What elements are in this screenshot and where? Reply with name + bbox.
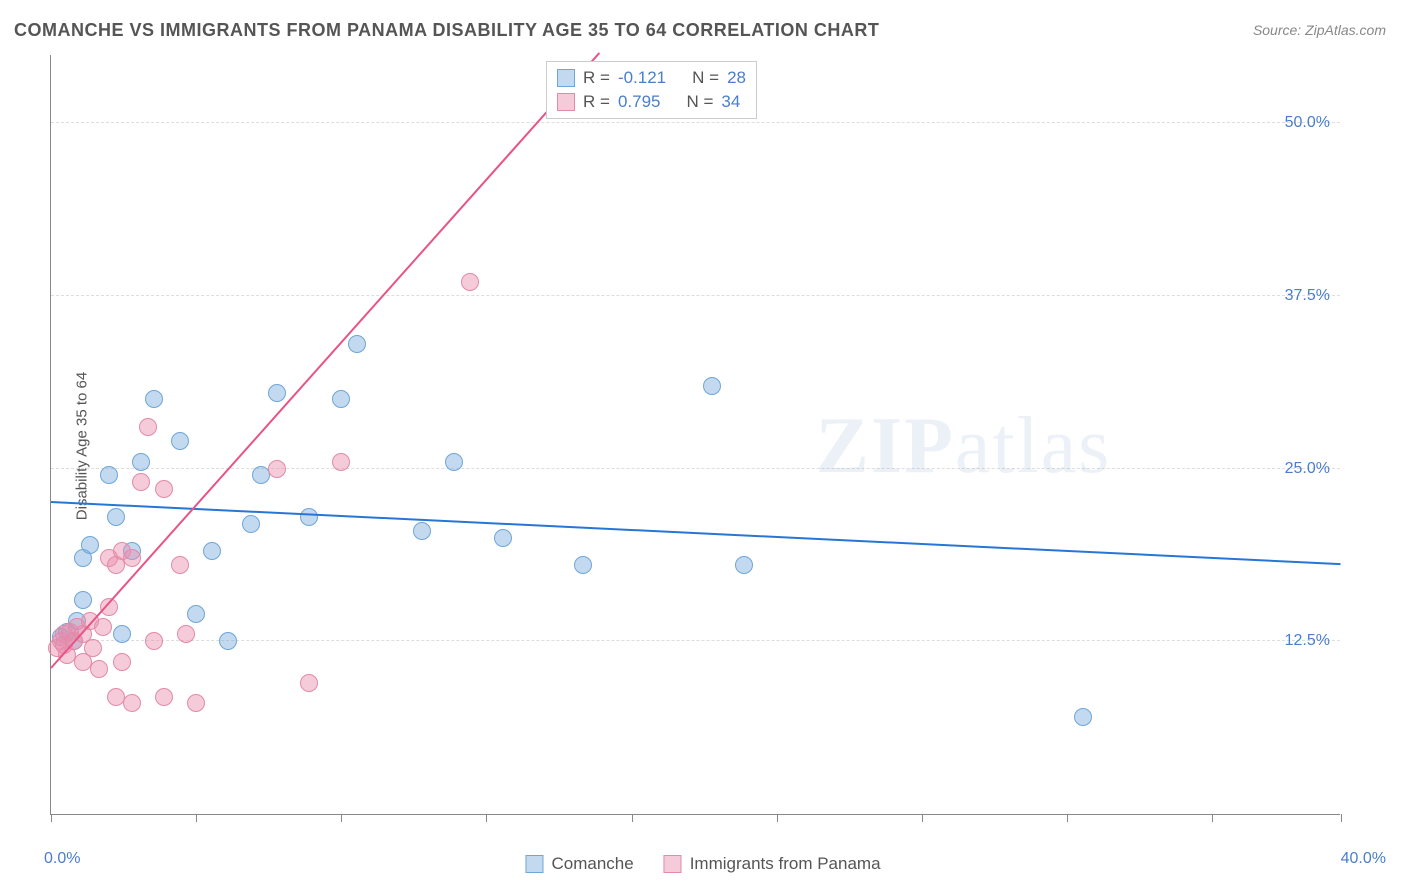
scatter-point: [445, 453, 463, 471]
scatter-point: [94, 618, 112, 636]
scatter-point: [268, 460, 286, 478]
y-tick-label: 12.5%: [1285, 632, 1330, 650]
x-tick: [777, 814, 778, 822]
scatter-point: [219, 632, 237, 650]
scatter-point: [332, 453, 350, 471]
scatter-point: [348, 335, 366, 353]
scatter-point: [74, 591, 92, 609]
legend-stats-row: R = 0.795 N = 34: [557, 90, 746, 114]
scatter-point: [123, 694, 141, 712]
legend-n-label: N =: [686, 92, 713, 112]
scatter-point: [574, 556, 592, 574]
legend-swatch: [525, 855, 543, 873]
scatter-point: [187, 694, 205, 712]
legend-item: Comanche: [525, 854, 633, 874]
legend-n-value: 34: [721, 92, 740, 112]
y-tick-label: 50.0%: [1285, 114, 1330, 132]
bottom-legend: Comanche Immigrants from Panama: [525, 854, 880, 874]
legend-stats-row: R = -0.121 N = 28: [557, 66, 746, 90]
gridline-horizontal: [51, 295, 1340, 296]
scatter-point: [413, 522, 431, 540]
scatter-point: [123, 549, 141, 567]
gridline-horizontal: [51, 640, 1340, 641]
x-tick: [1341, 814, 1342, 822]
x-tick: [486, 814, 487, 822]
chart-title: COMANCHE VS IMMIGRANTS FROM PANAMA DISAB…: [14, 20, 879, 41]
scatter-point: [242, 515, 260, 533]
trend-line: [50, 52, 600, 668]
legend-series-name: Comanche: [551, 854, 633, 874]
legend-series-name: Immigrants from Panama: [690, 854, 881, 874]
legend-n-value: 28: [727, 68, 746, 88]
scatter-point: [171, 432, 189, 450]
legend-swatch: [664, 855, 682, 873]
scatter-point: [203, 542, 221, 560]
scatter-point: [703, 377, 721, 395]
scatter-point: [145, 632, 163, 650]
legend-item: Immigrants from Panama: [664, 854, 881, 874]
source-attribution: Source: ZipAtlas.com: [1253, 22, 1386, 38]
legend-r-value: 0.795: [618, 92, 661, 112]
scatter-point: [1074, 708, 1092, 726]
x-tick: [196, 814, 197, 822]
scatter-point: [735, 556, 753, 574]
scatter-point: [100, 466, 118, 484]
x-tick: [922, 814, 923, 822]
x-tick: [1212, 814, 1213, 822]
scatter-point: [132, 453, 150, 471]
scatter-point: [177, 625, 195, 643]
x-tick: [632, 814, 633, 822]
scatter-point: [187, 605, 205, 623]
scatter-point: [139, 418, 157, 436]
scatter-point: [113, 653, 131, 671]
legend-r-label: R =: [583, 68, 610, 88]
scatter-point: [107, 508, 125, 526]
gridline-horizontal: [51, 122, 1340, 123]
x-tick: [1067, 814, 1068, 822]
scatter-point: [145, 390, 163, 408]
scatter-point: [84, 639, 102, 657]
scatter-point: [171, 556, 189, 574]
scatter-point: [268, 384, 286, 402]
scatter-point: [332, 390, 350, 408]
scatter-point: [300, 508, 318, 526]
legend-r-value: -0.121: [618, 68, 666, 88]
y-tick-label: 37.5%: [1285, 287, 1330, 305]
scatter-point: [90, 660, 108, 678]
scatter-point: [461, 273, 479, 291]
gridline-horizontal: [51, 468, 1340, 469]
scatter-point: [132, 473, 150, 491]
legend-stats-box: R =-0.121N =28R =0.795N =34: [546, 61, 757, 119]
legend-swatch: [557, 69, 575, 87]
scatter-point: [494, 529, 512, 547]
scatter-point: [81, 536, 99, 554]
x-tick: [51, 814, 52, 822]
scatter-point: [113, 625, 131, 643]
x-axis-max-label: 40.0%: [1341, 850, 1386, 868]
scatter-point: [155, 688, 173, 706]
scatter-point: [300, 674, 318, 692]
x-tick: [341, 814, 342, 822]
legend-r-label: R =: [583, 92, 610, 112]
legend-n-label: N =: [692, 68, 719, 88]
trend-line: [51, 501, 1341, 565]
y-tick-label: 25.0%: [1285, 460, 1330, 478]
plot-area: 12.5% 25.0% 37.5% 50.0% R = -0.121 N = 28 R = 0.7…: [50, 55, 1340, 815]
x-axis-min-label: 0.0%: [44, 850, 80, 868]
scatter-point: [155, 480, 173, 498]
legend-swatch: [557, 93, 575, 111]
